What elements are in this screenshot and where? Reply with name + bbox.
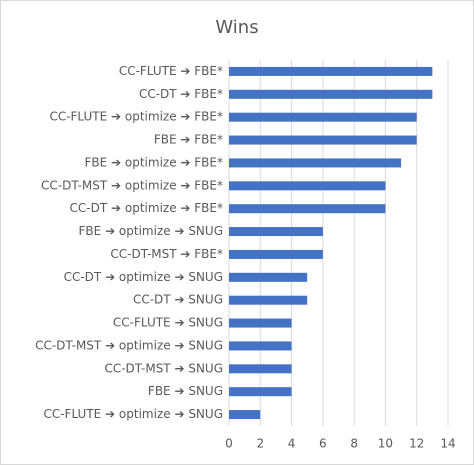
y-tick-label: CC-DT ➔ optimize ➔ FBE* bbox=[70, 201, 223, 215]
bar bbox=[229, 295, 308, 305]
bar bbox=[229, 204, 386, 214]
y-tick-label: FBE ➔ FBE* bbox=[154, 133, 223, 147]
y-tick-label: FBE ➔ SNUG bbox=[148, 384, 223, 398]
bar bbox=[229, 158, 402, 168]
x-tick-label: 0 bbox=[225, 437, 233, 451]
x-tick-label: 8 bbox=[350, 437, 358, 451]
chart-title: Wins bbox=[215, 17, 258, 38]
x-tick-label: 6 bbox=[319, 437, 327, 451]
bar bbox=[229, 66, 433, 76]
x-tick-label: 14 bbox=[440, 437, 455, 451]
y-tick-label: CC-DT-MST ➔ SNUG bbox=[104, 361, 223, 375]
bar bbox=[229, 181, 386, 191]
x-tick-label: 12 bbox=[409, 437, 424, 451]
y-tick-label: FBE ➔ optimize ➔ FBE* bbox=[84, 155, 223, 169]
y-tick-label: CC-DT ➔ SNUG bbox=[133, 293, 223, 307]
bar bbox=[229, 341, 292, 351]
bar bbox=[229, 135, 417, 145]
y-tick-label: FBE ➔ optimize ➔ SNUG bbox=[79, 224, 223, 238]
y-tick-label: CC-FLUTE ➔ optimize ➔ SNUG bbox=[43, 407, 223, 421]
bar bbox=[229, 227, 323, 237]
x-tick-label: 10 bbox=[378, 437, 393, 451]
y-tick-label: CC-DT-MST ➔ optimize ➔ FBE* bbox=[41, 178, 223, 192]
bar bbox=[229, 249, 323, 259]
bar bbox=[229, 272, 308, 282]
y-tick-label: CC-FLUTE ➔ optimize ➔ FBE* bbox=[49, 110, 223, 124]
bar bbox=[229, 364, 292, 374]
y-tick-label: CC-DT ➔ FBE* bbox=[139, 87, 223, 101]
bar bbox=[229, 112, 417, 122]
bar bbox=[229, 318, 292, 328]
x-tick-label: 4 bbox=[288, 437, 296, 451]
y-tick-label: CC-DT-MST ➔ FBE* bbox=[110, 247, 223, 261]
bar bbox=[229, 89, 433, 99]
y-tick-label: CC-FLUTE ➔ FBE* bbox=[119, 64, 223, 78]
y-tick-label: CC-DT ➔ optimize ➔ SNUG bbox=[64, 270, 223, 284]
bar bbox=[229, 410, 261, 420]
y-tick-label: CC-FLUTE ➔ SNUG bbox=[113, 316, 223, 330]
y-tick-label: CC-DT-MST ➔ optimize ➔ SNUG bbox=[35, 338, 223, 352]
bar bbox=[229, 387, 292, 397]
x-tick-label: 2 bbox=[256, 437, 264, 451]
